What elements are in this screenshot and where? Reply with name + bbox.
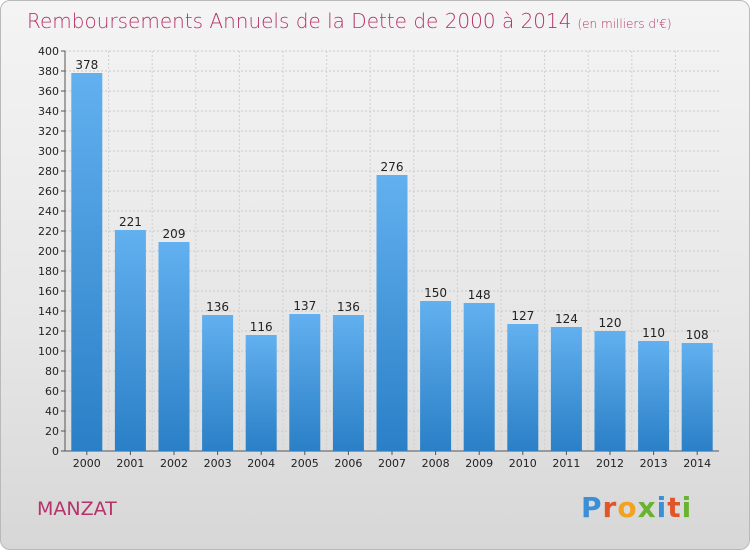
bar-2003 xyxy=(202,315,234,451)
bar-2012 xyxy=(594,331,626,451)
x-tick-label-2005: 2005 xyxy=(291,457,319,470)
y-tick-label: 280 xyxy=(38,165,59,178)
x-tick-label-2011: 2011 xyxy=(552,457,580,470)
y-tick-label: 340 xyxy=(38,105,59,118)
y-tick-label: 180 xyxy=(38,265,59,278)
value-label-2006: 136 xyxy=(337,300,360,314)
logo-letter: x xyxy=(637,491,657,524)
value-label-2014: 108 xyxy=(686,328,709,342)
proxiti-logo: Proxiti xyxy=(581,491,692,524)
chart-subtitle: (en milliers d'€) xyxy=(577,17,672,31)
bar-2005 xyxy=(289,314,321,451)
value-label-2009: 148 xyxy=(468,288,491,302)
value-label-2004: 116 xyxy=(250,320,273,334)
bar-2009 xyxy=(463,303,495,451)
chart-title-text: Remboursements Annuels de la Dette de 20… xyxy=(27,9,572,33)
bar-2010 xyxy=(507,324,539,451)
bar-2000 xyxy=(71,73,103,451)
bar-2002 xyxy=(158,242,190,451)
value-label-2013: 110 xyxy=(642,326,665,340)
bar-2004 xyxy=(245,335,277,451)
x-tick-label-2008: 2008 xyxy=(422,457,450,470)
value-label-2005: 137 xyxy=(293,299,316,313)
x-tick-label-2012: 2012 xyxy=(596,457,624,470)
bar-2007 xyxy=(376,175,408,451)
value-label-2011: 124 xyxy=(555,312,578,326)
y-tick-label: 60 xyxy=(45,385,59,398)
x-tick-label-2002: 2002 xyxy=(160,457,188,470)
y-tick-label: 160 xyxy=(38,285,59,298)
y-tick-label: 40 xyxy=(45,405,59,418)
value-labels: 378 221 209 136 116 137 136 276 150 148 127 124 120 1… xyxy=(75,58,708,342)
y-tick-label: 200 xyxy=(38,245,59,258)
logo-letter: o xyxy=(617,491,638,524)
value-label-2001: 221 xyxy=(119,215,142,229)
y-tick-label: 400 xyxy=(38,45,59,58)
bar-2011 xyxy=(550,327,582,451)
y-tick-label: 120 xyxy=(38,325,59,338)
bar-2014 xyxy=(681,343,713,451)
x-tick-label-2007: 2007 xyxy=(378,457,406,470)
y-tick-label: 20 xyxy=(45,425,59,438)
bar-2013 xyxy=(638,341,670,451)
logo-letter: r xyxy=(602,491,618,524)
logo-letter: i xyxy=(681,491,693,524)
y-tick-label: 360 xyxy=(38,85,59,98)
x-tick-label-2001: 2001 xyxy=(116,457,144,470)
y-tick-label: 380 xyxy=(38,65,59,78)
y-tick-label: 100 xyxy=(38,345,59,358)
y-tick-label: 320 xyxy=(38,125,59,138)
chart-title: Remboursements Annuels de la Dette de 20… xyxy=(27,9,672,33)
value-label-2007: 276 xyxy=(381,160,404,174)
x-tick-label-2014: 2014 xyxy=(683,457,711,470)
x-tick-label-2009: 2009 xyxy=(465,457,493,470)
value-label-2003: 136 xyxy=(206,300,229,314)
bar-2001 xyxy=(114,230,146,451)
bars xyxy=(71,73,713,451)
logo-letter: t xyxy=(667,491,682,524)
value-label-2008: 150 xyxy=(424,286,447,300)
value-label-2012: 120 xyxy=(599,316,622,330)
logo-letter: P xyxy=(581,491,603,524)
y-tick-label: 220 xyxy=(38,225,59,238)
bar-2006 xyxy=(332,315,364,451)
y-tick-label: 140 xyxy=(38,305,59,318)
value-label-2002: 209 xyxy=(163,227,186,241)
value-label-2010: 127 xyxy=(511,309,534,323)
x-tick-label-2003: 2003 xyxy=(204,457,232,470)
x-tick-label-2006: 2006 xyxy=(334,457,362,470)
y-tick-label: 0 xyxy=(52,445,59,458)
x-tick-label-2004: 2004 xyxy=(247,457,275,470)
bar-2008 xyxy=(420,301,452,451)
logo-letter: i xyxy=(656,491,668,524)
y-tick-label: 80 xyxy=(45,365,59,378)
x-tick-label-2013: 2013 xyxy=(640,457,668,470)
y-tick-label: 260 xyxy=(38,185,59,198)
y-tick-label: 300 xyxy=(38,145,59,158)
commune-name: MANZAT xyxy=(37,498,117,520)
x-tick-label-2010: 2010 xyxy=(509,457,537,470)
value-label-2000: 378 xyxy=(75,58,98,72)
y-tick-label: 240 xyxy=(38,205,59,218)
x-tick-label-2000: 2000 xyxy=(73,457,101,470)
